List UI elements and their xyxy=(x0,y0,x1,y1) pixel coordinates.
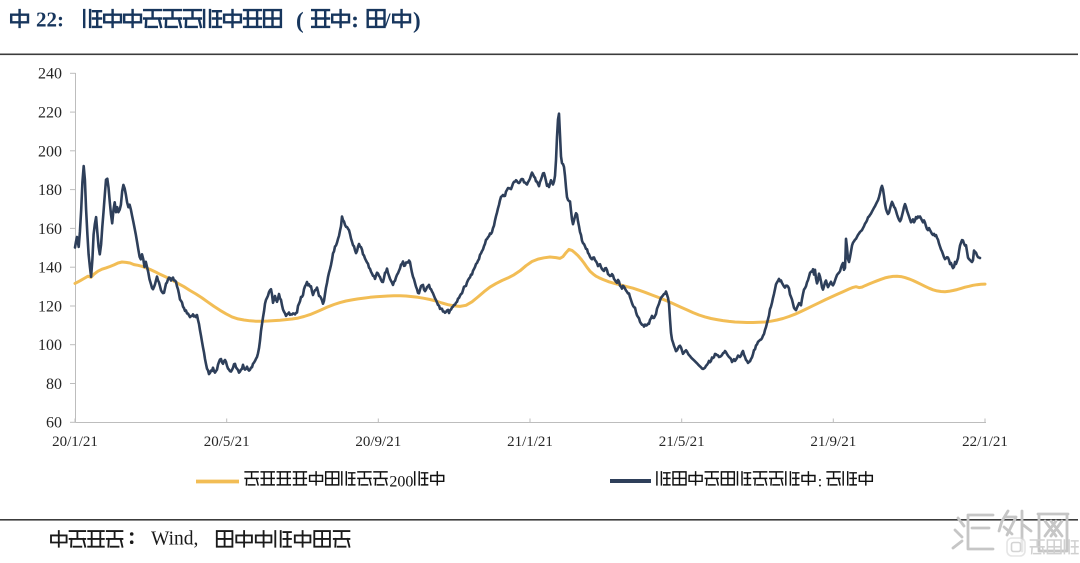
svg-text:20/5/21: 20/5/21 xyxy=(204,434,250,450)
svg-text:20/9/21: 20/9/21 xyxy=(355,434,401,450)
svg-text:21/1/21: 21/1/21 xyxy=(507,434,553,450)
svg-text:22/1/21: 22/1/21 xyxy=(962,434,1008,450)
svg-text:240: 240 xyxy=(38,66,62,83)
svg-text:22:: 22: xyxy=(36,8,64,32)
svg-text:Wind,: Wind, xyxy=(151,529,198,550)
svg-text:180: 180 xyxy=(38,182,62,199)
svg-text:(: ( xyxy=(296,8,304,33)
svg-text:200: 200 xyxy=(38,143,62,160)
svg-text:140: 140 xyxy=(38,260,62,277)
svg-text:120: 120 xyxy=(38,298,62,315)
svg-text:100: 100 xyxy=(38,337,62,354)
svg-text:60: 60 xyxy=(46,415,62,432)
svg-text:20/1/21: 20/1/21 xyxy=(52,434,98,450)
svg-text:80: 80 xyxy=(46,376,62,393)
svg-text:21/5/21: 21/5/21 xyxy=(659,434,705,450)
svg-text:160: 160 xyxy=(38,221,62,238)
svg-text:200: 200 xyxy=(389,474,413,491)
svg-text:21/9/21: 21/9/21 xyxy=(810,434,856,450)
svg-text:): ) xyxy=(413,8,421,33)
svg-text:220: 220 xyxy=(38,105,62,122)
svg-text::: : xyxy=(818,474,822,491)
svg-text:/: / xyxy=(384,10,391,32)
